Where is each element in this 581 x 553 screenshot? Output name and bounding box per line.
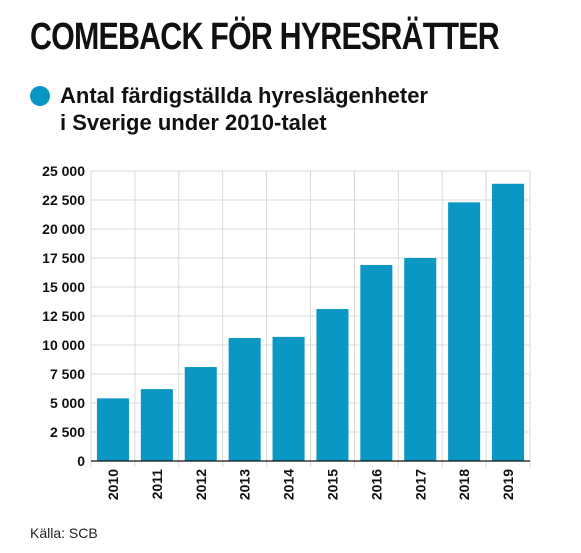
x-tick-label: 2016 bbox=[368, 469, 384, 500]
y-tick-label: 10 000 bbox=[42, 337, 85, 353]
x-tick-label: 2015 bbox=[324, 469, 340, 500]
bar bbox=[404, 258, 437, 461]
y-tick-label: 5 000 bbox=[50, 395, 85, 411]
legend-dot-icon bbox=[30, 86, 50, 106]
bar bbox=[360, 264, 393, 461]
x-tick-label: 2017 bbox=[412, 469, 428, 500]
x-tick-label: 2013 bbox=[237, 469, 253, 500]
y-tick-label: 12 500 bbox=[42, 308, 85, 324]
bar bbox=[448, 202, 481, 461]
bar bbox=[272, 336, 305, 461]
x-tick-label: 2014 bbox=[281, 469, 297, 500]
bar bbox=[228, 338, 261, 461]
x-tick-label: 2012 bbox=[193, 469, 209, 500]
y-tick-label: 20 000 bbox=[42, 221, 85, 237]
y-tick-label: 0 bbox=[77, 453, 85, 469]
y-tick-label: 15 000 bbox=[42, 279, 85, 295]
x-tick-label: 2011 bbox=[149, 469, 165, 500]
chart-subtitle: Antal färdigställda hyreslägenheter i Sv… bbox=[60, 83, 428, 135]
y-tick-label: 7 500 bbox=[50, 366, 85, 382]
source-note: Källa: SCB bbox=[30, 525, 98, 541]
bar bbox=[316, 309, 349, 461]
y-tick-label: 2 500 bbox=[50, 424, 85, 440]
bar bbox=[96, 398, 129, 461]
bar bbox=[492, 183, 525, 461]
x-tick-label: 2010 bbox=[105, 469, 121, 500]
chart-title: COMEBACK FÖR HYRESRÄTTER bbox=[30, 16, 500, 58]
x-tick-label: 2018 bbox=[456, 469, 472, 500]
y-tick-label: 25 000 bbox=[42, 163, 85, 179]
bar bbox=[140, 389, 173, 461]
x-tick-label: 2019 bbox=[500, 469, 516, 500]
y-tick-label: 17 500 bbox=[42, 250, 85, 266]
y-tick-label: 22 500 bbox=[42, 192, 85, 208]
bar bbox=[184, 367, 217, 461]
